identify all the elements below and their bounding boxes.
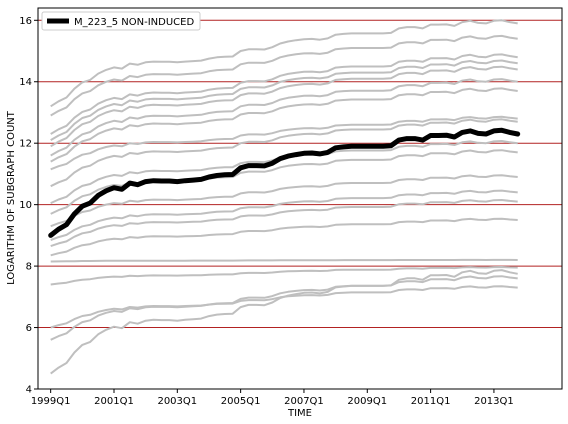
background-series-line: [50, 34, 518, 117]
x-axis-label: TIME: [287, 408, 312, 419]
x-tick-label: 2011Q1: [411, 396, 451, 407]
background-series-line: [50, 115, 518, 171]
plot-background: [38, 8, 562, 389]
y-tick-label: 14: [19, 77, 32, 88]
background-series-line: [50, 174, 518, 228]
background-series-line: [50, 53, 518, 135]
x-tick-label: 1999Q1: [31, 396, 71, 407]
legend-entry: M_223_5 NON-INDUCED: [74, 17, 194, 28]
y-tick-label: 10: [19, 200, 32, 211]
y-axis-ticks: 4 6 8 10 12 14 16: [19, 16, 38, 396]
y-tick-label: 4: [26, 385, 32, 396]
x-tick-label: 2003Q1: [157, 396, 197, 407]
y-axis-label: LOGARITHM OF SUBGRAPH COUNT: [6, 110, 17, 285]
background-series-line: [50, 78, 518, 157]
x-tick-label: 2009Q1: [347, 396, 387, 407]
background-series-line: [50, 87, 518, 163]
background-series-line: [50, 59, 518, 141]
x-tick-label: 2007Q1: [284, 396, 324, 407]
y-tick-label: 8: [26, 262, 32, 273]
x-axis-ticks: 1999Q1 2001Q1 2003Q1 2005Q1 2007Q1 2009Q1 2011…: [31, 389, 514, 407]
x-tick-label: 2005Q1: [221, 396, 261, 407]
highlight-series-line: [48, 127, 521, 238]
x-tick-label: 2013Q1: [474, 396, 514, 407]
y-tick-label: 16: [19, 16, 32, 27]
highlight-series-group: [48, 127, 521, 238]
background-series-line: [50, 118, 518, 188]
background-series-line: [50, 217, 518, 257]
background-series-line: [50, 266, 518, 286]
legend: M_223_5 NON-INDUCED: [41, 11, 201, 31]
background-series-line: [50, 258, 518, 263]
background-series-group: [50, 19, 518, 375]
background-series-line: [50, 65, 518, 148]
background-series-line: [50, 199, 518, 248]
y-tick-label: 6: [26, 323, 32, 334]
background-series-line: [50, 269, 518, 375]
background-series-line: [50, 189, 518, 241]
background-series-line: [50, 275, 518, 341]
plot-frame: [37, 7, 563, 390]
x-tick-label: 2001Q1: [94, 396, 134, 407]
legend-box: [41, 11, 201, 31]
background-series-line: [50, 19, 518, 108]
y-tick-label: 12: [19, 139, 32, 150]
